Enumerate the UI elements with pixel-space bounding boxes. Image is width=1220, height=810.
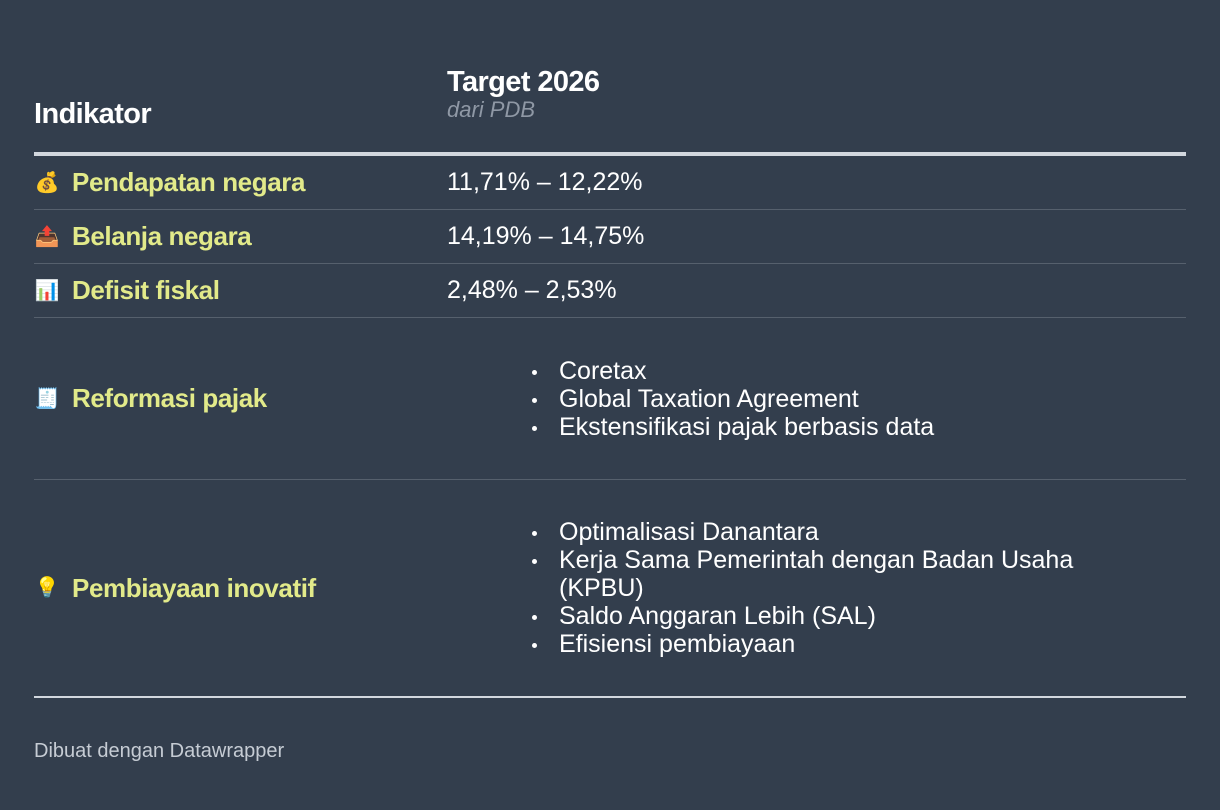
money-bag-icon: 💰: [34, 171, 60, 194]
table-row: 💡 Pembiayaan inovatif Optimalisasi Danan…: [34, 480, 1186, 698]
list-item: Coretax: [527, 357, 1147, 385]
outbox-tray-icon: 📤: [34, 225, 60, 248]
target-value: 14,19% – 14,75%: [447, 222, 645, 250]
indicator-label: Pembiayaan inovatif: [72, 572, 316, 603]
list-item: Kerja Sama Pemerintah dengan Badan Usaha…: [527, 546, 1147, 602]
column-header-target: Target 2026: [447, 66, 600, 98]
light-bulb-icon: 💡: [34, 577, 60, 599]
indicator-label: Pendapatan negara: [72, 167, 306, 197]
target-value: 11,71% – 12,22%: [447, 168, 643, 196]
target-value: 2,48% – 2,53%: [447, 276, 617, 304]
indicator-label: Belanja negara: [72, 221, 252, 251]
data-table: Indikator Target 2026 dari PDB 💰 Pendapa…: [34, 60, 1186, 698]
target-list: Coretax Global Taxation Agreement Eksten…: [527, 357, 1147, 441]
list-item: Efisiensi pembiayaan: [527, 630, 1147, 658]
footer-credit: Dibuat dengan Datawrapper: [34, 740, 285, 762]
table-row: 🧾 Reformasi pajak Coretax Global Taxatio…: [34, 318, 1186, 480]
target-list: Optimalisasi Danantara Kerja Sama Pemeri…: [527, 518, 1147, 658]
column-header-subtitle: dari PDB: [447, 97, 536, 122]
table-header: Indikator Target 2026 dari PDB: [34, 60, 1186, 156]
bar-chart-icon: 📊: [34, 279, 60, 302]
table-row: 💰 Pendapatan negara 11,71% – 12,22%: [34, 156, 1186, 210]
indicator-cell: 📊 Defisit fiskal: [34, 275, 447, 306]
indicator-cell: 💡 Pembiayaan inovatif: [34, 573, 447, 604]
indicator-cell: 💰 Pendapatan negara: [34, 167, 447, 198]
list-item: Global Taxation Agreement: [527, 385, 1147, 413]
column-header-indikator: Indikator: [34, 98, 152, 130]
indicator-cell: 🧾 Reformasi pajak: [34, 383, 447, 414]
indicator-label: Defisit fiskal: [72, 275, 220, 305]
list-item: Saldo Anggaran Lebih (SAL): [527, 602, 1147, 630]
table-row: 📊 Defisit fiskal 2,48% – 2,53%: [34, 264, 1186, 318]
indicator-cell: 📤 Belanja negara: [34, 221, 447, 252]
list-item: Ekstensifikasi pajak berbasis data: [527, 413, 1147, 441]
receipt-icon: 🧾: [34, 387, 60, 410]
indicator-label: Reformasi pajak: [72, 383, 267, 413]
table-row: 📤 Belanja negara 14,19% – 14,75%: [34, 210, 1186, 264]
list-item: Optimalisasi Danantara: [527, 518, 1147, 546]
